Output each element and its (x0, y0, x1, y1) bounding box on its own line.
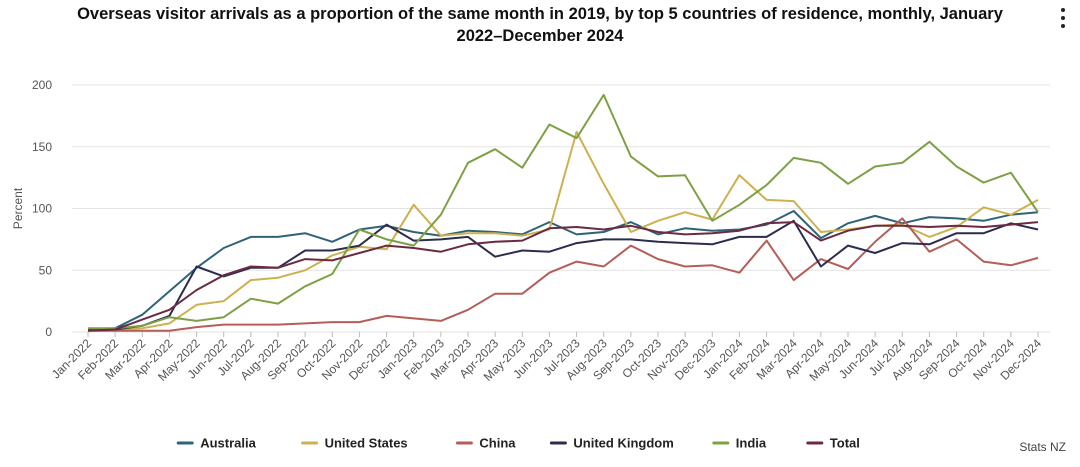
y-tick-label: 200 (32, 78, 52, 92)
chart-title-line-1: Overseas visitor arrivals as a proportio… (77, 5, 1003, 23)
y-tick-label: 150 (32, 140, 52, 154)
chart-title: Overseas visitor arrivals as a proportio… (0, 3, 1080, 47)
y-tick-label: 0 (45, 325, 52, 339)
series-line-united-states[interactable] (88, 130, 1039, 331)
source-credit: Stats NZ (1019, 440, 1066, 454)
legend-label-total[interactable]: Total (830, 436, 860, 451)
series-line-china[interactable] (88, 217, 1039, 332)
series-line-total[interactable] (87, 221, 1039, 332)
y-axis-label: Percent (11, 187, 25, 229)
y-tick-label: 100 (32, 202, 52, 216)
chart-title-line-2: 2022–December 2024 (456, 27, 624, 45)
series-line-united-kingdom[interactable] (88, 219, 1039, 331)
legend-label-india[interactable]: India (736, 436, 767, 451)
chart-menu-icon[interactable] (1058, 8, 1068, 32)
legend-label-australia[interactable]: Australia (200, 436, 256, 451)
legend-label-china[interactable]: China (479, 436, 516, 451)
series-line-india[interactable] (88, 93, 1039, 330)
legend-label-united-kingdom[interactable]: United Kingdom (573, 436, 673, 451)
legend-label-united-states[interactable]: United States (325, 436, 408, 451)
y-tick-label: 50 (39, 263, 53, 277)
